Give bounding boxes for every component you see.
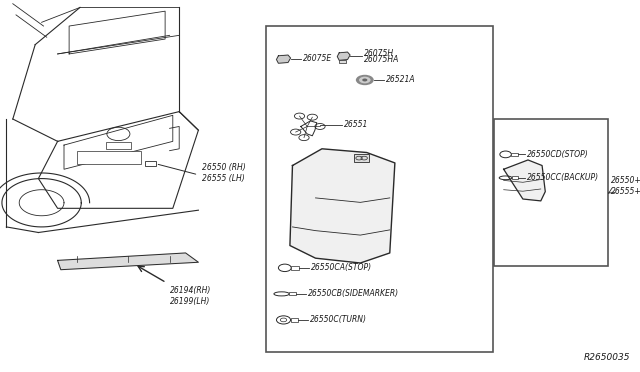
Text: 26194(RH)
26199(LH): 26194(RH) 26199(LH) — [170, 286, 211, 306]
Bar — [291, 318, 298, 322]
Bar — [266, 26, 493, 352]
Polygon shape — [290, 149, 395, 263]
Bar — [511, 153, 518, 156]
Bar — [77, 151, 141, 164]
Polygon shape — [58, 253, 198, 270]
Text: 26550CD(STOP): 26550CD(STOP) — [527, 150, 588, 159]
Bar — [106, 142, 131, 149]
Polygon shape — [504, 160, 545, 201]
Text: 26550CA(STOP): 26550CA(STOP) — [311, 263, 372, 272]
Bar — [512, 176, 518, 179]
Text: 26075H: 26075H — [364, 49, 394, 58]
Bar — [145, 161, 156, 166]
Text: R2650035: R2650035 — [584, 353, 630, 362]
Bar — [354, 154, 369, 162]
Text: 26075E: 26075E — [303, 54, 332, 63]
Text: 26550CB(SIDEMARKER): 26550CB(SIDEMARKER) — [308, 289, 399, 298]
Text: 26075HA: 26075HA — [364, 55, 399, 64]
Circle shape — [356, 75, 374, 85]
Circle shape — [359, 77, 371, 83]
Text: 26550C(TURN): 26550C(TURN) — [310, 315, 367, 324]
Bar — [291, 266, 299, 270]
Circle shape — [362, 78, 367, 81]
Bar — [494, 119, 608, 266]
Bar — [339, 60, 346, 63]
Text: 26521A: 26521A — [386, 76, 415, 84]
Text: 26550CC(BACKUP): 26550CC(BACKUP) — [527, 173, 599, 182]
Text: 26550+A(RH)
26555+A(LH): 26550+A(RH) 26555+A(LH) — [611, 176, 640, 196]
Text: 26550 (RH)
26555 (LH): 26550 (RH) 26555 (LH) — [202, 163, 245, 183]
Polygon shape — [337, 52, 350, 60]
Bar — [289, 292, 296, 295]
Polygon shape — [276, 55, 291, 63]
Text: 26551: 26551 — [344, 120, 369, 129]
